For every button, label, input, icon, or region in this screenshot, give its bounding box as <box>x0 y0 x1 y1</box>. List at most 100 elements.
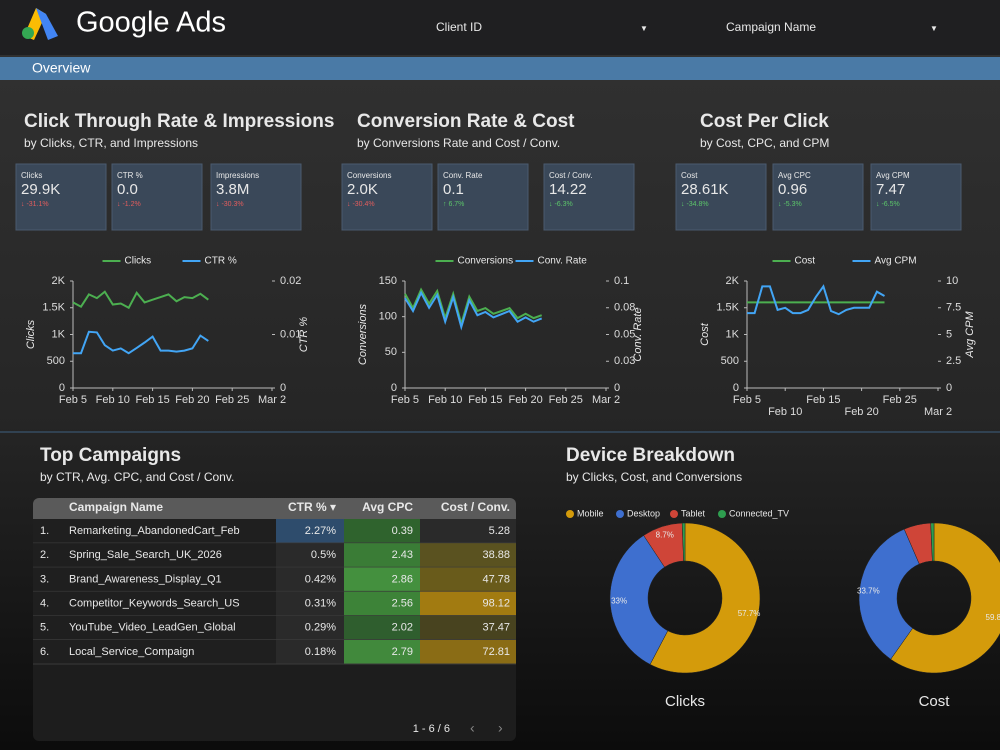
y2-tick-label: 0 <box>946 382 952 394</box>
table-row <box>33 567 276 592</box>
cell-background <box>276 519 344 543</box>
legend-swatch <box>718 510 726 518</box>
kpi-value: 2.0K <box>347 181 378 198</box>
kpi-label: Avg CPM <box>876 171 910 180</box>
x-tick-label: Feb 20 <box>508 394 542 406</box>
column-header: Campaign Name <box>69 500 163 514</box>
pagination: 1 - 6 / 6 <box>413 723 450 735</box>
cell-background <box>344 591 420 616</box>
cell-background <box>276 640 344 664</box>
next-page[interactable]: › <box>498 720 503 736</box>
kpi-value: 3.8M <box>216 181 249 198</box>
x-tick-label: Feb 25 <box>549 394 583 406</box>
x-tick-label: Feb 25 <box>215 394 249 406</box>
kpi-label: Conversions <box>347 171 391 180</box>
section-subtitle: by Clicks, CTR, and Impressions <box>24 136 198 150</box>
axis-title: Conversions <box>357 303 369 365</box>
y2-tick-label: 10 <box>946 275 958 287</box>
kpi-value: 0.96 <box>778 181 807 198</box>
slice-label: 33% <box>611 596 627 605</box>
y2-tick-label: 7.5 <box>946 302 961 314</box>
axis-title: Cost <box>699 322 711 346</box>
x-tick-label: Feb 5 <box>733 394 761 406</box>
y2-tick-label: 0.08 <box>614 302 635 314</box>
table-row <box>33 543 276 568</box>
kpi-card <box>341 163 433 231</box>
header-title: Google Ads <box>76 7 226 39</box>
legend-label: Tablet <box>681 508 706 518</box>
table-cell: 2. <box>40 549 49 561</box>
y-tick-label: 0 <box>733 382 739 394</box>
x-tick-label: Feb 25 <box>883 394 917 406</box>
table-cell: 0.5% <box>311 549 336 561</box>
x-tick-label: Feb 15 <box>135 394 169 406</box>
series-line <box>73 330 209 355</box>
tab[interactable]: Overview <box>32 60 91 76</box>
legend-label: Conversions <box>458 256 514 267</box>
section-title: Device Breakdown <box>566 445 735 466</box>
kpi-change: ↓ -6.3% <box>549 201 573 208</box>
kpi-value: 28.61K <box>681 181 729 198</box>
legend-label: Conv. Rate <box>538 256 588 267</box>
filter[interactable]: Client ID <box>436 20 482 34</box>
kpi-label: Conv. Rate <box>443 171 483 180</box>
x-tick-label: Feb 20 <box>175 394 209 406</box>
table-cell: 3. <box>40 573 49 585</box>
section-subtitle: by Clicks, Cost, and Conversions <box>566 470 742 484</box>
table-cell: 0.42% <box>305 573 336 585</box>
kpi-card <box>210 163 302 231</box>
table-cell: 1. <box>40 525 49 537</box>
y2-tick-label: 0.1 <box>614 275 629 287</box>
y-tick-label: 1.5K <box>716 302 739 314</box>
series-line <box>404 287 543 328</box>
table-row <box>33 591 276 616</box>
filter[interactable]: Campaign Name <box>726 20 816 34</box>
legend-label: Connected_TV <box>729 508 789 518</box>
y-tick-label: 1.5K <box>42 302 65 314</box>
dropdown-arrow[interactable]: ▼ <box>640 24 648 33</box>
pie-title: Cost <box>919 693 951 710</box>
series-line <box>747 284 885 316</box>
table-cell: 2.27% <box>305 525 336 537</box>
tab-bar <box>0 57 1000 80</box>
pie-slice <box>609 535 669 665</box>
dropdown-arrow[interactable]: ▼ <box>930 24 938 33</box>
legend-label: Mobile <box>577 508 604 518</box>
pie-slice <box>858 528 920 660</box>
kpi-value: 0.0 <box>117 181 138 198</box>
column-header: Cost / Conv. <box>441 500 510 514</box>
x-tick-label: Feb 5 <box>391 394 419 406</box>
kpi-card <box>675 163 767 231</box>
legend-label: CTR % <box>205 256 237 267</box>
y-tick-label: 150 <box>379 275 397 287</box>
y-tick-label: 100 <box>379 311 397 323</box>
table-cell: Competitor_Keywords_Search_US <box>69 598 240 610</box>
table-cell: 2.56 <box>392 598 413 610</box>
slice-label: 59.8% <box>986 613 1000 622</box>
x-tick-label: Feb 15 <box>468 394 502 406</box>
cell-background <box>344 640 420 664</box>
table-cell: 2.86 <box>392 573 413 585</box>
legend-swatch <box>670 510 678 518</box>
kpi-change: ↓ -30.3% <box>216 201 244 208</box>
kpi-change: ↑ 6.7% <box>443 201 464 208</box>
prev-page[interactable]: ‹ <box>470 720 475 736</box>
header-bar <box>0 0 1000 55</box>
section-subtitle: by Conversions Rate and Cost / Conv. <box>357 136 560 150</box>
logo-green <box>22 27 34 39</box>
kpi-label: Impressions <box>216 171 259 180</box>
logo-blue <box>36 8 58 40</box>
cell-background <box>276 543 344 568</box>
x-tick-label: Feb 5 <box>59 394 87 406</box>
kpi-change: ↓ -6.5% <box>876 201 900 208</box>
y2-tick-label: 0.02 <box>280 275 301 287</box>
series-line <box>404 290 543 331</box>
y-tick-label: 0 <box>59 382 65 394</box>
x-tick-label: Feb 15 <box>806 394 840 406</box>
cell-background <box>276 591 344 616</box>
y2-tick-label: 0 <box>614 382 620 394</box>
y2-tick-label: 5 <box>946 328 952 340</box>
table-cell: 5.28 <box>489 525 510 537</box>
y-tick-label: 500 <box>721 355 739 367</box>
